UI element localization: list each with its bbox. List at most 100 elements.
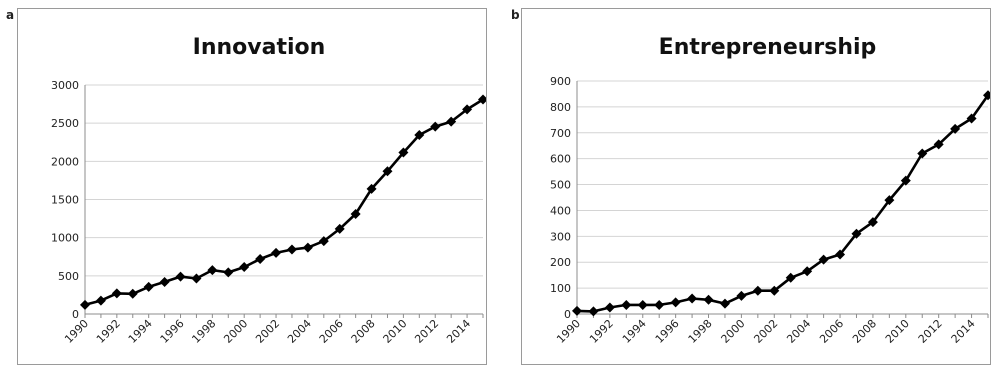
innovation-data-point-1994 xyxy=(143,281,154,292)
entrepreneurship-y-tick-label: 800 xyxy=(550,101,571,114)
innovation-x-tick-label: 2014 xyxy=(444,317,473,346)
innovation-data-point-2011 xyxy=(414,129,425,140)
entrepreneurship-data-point-1998 xyxy=(703,294,714,305)
innovation-x-tick-label: 1992 xyxy=(94,317,123,346)
innovation-data-point-2010 xyxy=(398,147,409,158)
innovation-y-tick-label: 2500 xyxy=(51,117,79,130)
entrepreneurship-x-tick-label: 1994 xyxy=(620,317,649,346)
entrepreneurship-data-point-1995 xyxy=(654,299,665,310)
entrepreneurship-data-point-1999 xyxy=(719,298,730,309)
entrepreneurship-data-point-1993 xyxy=(621,299,632,310)
entrepreneurship-data-point-1997 xyxy=(687,293,698,304)
innovation-data-point-2012 xyxy=(430,121,441,132)
innovation-y-tick-label: 2000 xyxy=(51,155,79,168)
entrepreneurship-data-point-2013 xyxy=(950,123,961,134)
entrepreneurship-x-tick-label: 2004 xyxy=(784,317,813,346)
entrepreneurship-data-point-2014 xyxy=(966,113,977,124)
innovation-x-tick-label: 1990 xyxy=(62,317,91,346)
entrepreneurship-data-point-2003 xyxy=(785,272,796,283)
entrepreneurship-data-point-1990 xyxy=(572,305,582,316)
entrepreneurship-data-point-2005 xyxy=(818,254,829,265)
innovation-data-point-2013 xyxy=(446,116,457,127)
entrepreneurship-x-tick-label: 1998 xyxy=(686,317,715,346)
innovation-data-point-1997 xyxy=(191,273,202,284)
entrepreneurship-x-tick-label: 2014 xyxy=(949,317,978,346)
innovation-y-tick-label: 1500 xyxy=(51,194,79,207)
innovation-x-tick-label: 2006 xyxy=(317,317,346,346)
entrepreneurship-data-point-2012 xyxy=(933,139,944,150)
panel-letter-a: a xyxy=(6,8,15,22)
entrepreneurship-data-point-1992 xyxy=(604,302,615,313)
entrepreneurship-data-point-2006 xyxy=(835,249,846,260)
innovation-data-point-2005 xyxy=(318,236,329,247)
entrepreneurship-x-tick-label: 2008 xyxy=(850,317,879,346)
innovation-data-point-2008 xyxy=(366,183,377,194)
innovation-x-tick-label: 2008 xyxy=(349,317,378,346)
entrepreneurship-data-point-2007 xyxy=(851,228,862,239)
innovation-data-point-2006 xyxy=(334,223,345,234)
entrepreneurship-y-tick-label: 0 xyxy=(564,308,571,321)
entrepreneurship-x-tick-label: 2000 xyxy=(719,317,748,346)
innovation-x-tick-label: 2004 xyxy=(285,317,314,346)
entrepreneurship-y-tick-label: 200 xyxy=(550,256,571,269)
entrepreneurship-x-tick-label: 1992 xyxy=(587,317,616,346)
entrepreneurship-x-tick-label: 2006 xyxy=(817,317,846,346)
entrepreneurship-x-tick-label: 2012 xyxy=(916,317,945,346)
innovation-y-tick-label: 0 xyxy=(72,308,79,321)
innovation-data-point-1992 xyxy=(111,288,122,299)
chart-panel-entrepreneurship: Entrepreneurship 0 100 200 300 400 500 600 700 80… xyxy=(521,8,993,365)
innovation-x-tick-label: 1996 xyxy=(158,317,187,346)
innovation-data-point-1998 xyxy=(207,265,218,276)
innovation-series-line xyxy=(84,98,484,307)
innovation-data-point-1996 xyxy=(175,271,186,282)
innovation-chart-title: Innovation xyxy=(193,35,326,60)
innovation-data-point-2014 xyxy=(462,104,473,115)
innovation-data-point-2000 xyxy=(239,262,250,273)
entrepreneurship-y-tick-label: 500 xyxy=(550,179,571,192)
entrepreneurship-data-point-1996 xyxy=(670,297,681,308)
entrepreneurship-y-tick-label: 700 xyxy=(550,127,571,140)
entrepreneurship-x-tick-label: 2002 xyxy=(751,317,780,346)
entrepreneurship-data-point-2008 xyxy=(867,217,878,228)
innovation-data-point-1995 xyxy=(159,276,170,287)
entrepreneurship-data-point-2009 xyxy=(884,195,895,206)
entrepreneurship-chart-svg: Entrepreneurship 0 100 200 300 400 500 600 700 80… xyxy=(550,35,993,346)
innovation-x-tick-label: 1994 xyxy=(126,317,155,346)
innovation-data-point-1993 xyxy=(127,288,138,299)
innovation-data-point-2009 xyxy=(382,166,393,177)
entrepreneurship-y-tick-label: 100 xyxy=(550,282,571,295)
innovation-data-point-1999 xyxy=(223,267,234,278)
entrepreneurship-x-tick-label: 1990 xyxy=(554,317,583,346)
innovation-data-point-2004 xyxy=(302,242,313,253)
innovation-x-tick-label: 1998 xyxy=(189,317,218,346)
entrepreneurship-x-tick-label: 1996 xyxy=(653,317,682,346)
innovation-y-tick-label: 1000 xyxy=(51,232,79,245)
innovation-y-tick-label: 3000 xyxy=(51,79,79,92)
innovation-y-tick-label: 500 xyxy=(58,270,79,283)
innovation-data-point-2002 xyxy=(271,247,282,258)
entrepreneurship-data-point-2004 xyxy=(802,266,813,277)
chart-panel-innovation: Innovation 0 500 1000 1500 2000 2500 3000 1990 19… xyxy=(17,8,488,365)
entrepreneurship-y-tick-label: 400 xyxy=(550,204,571,217)
panel-letter-b: b xyxy=(511,8,520,22)
innovation-x-tick-label: 2012 xyxy=(412,317,441,346)
innovation-x-tick-label: 2002 xyxy=(253,317,282,346)
innovation-data-point-2001 xyxy=(255,254,266,265)
innovation-data-point-2015 xyxy=(478,94,488,105)
entrepreneurship-data-point-2001 xyxy=(752,285,763,296)
innovation-data-point-2007 xyxy=(350,209,361,220)
entrepreneurship-data-point-2010 xyxy=(900,175,911,186)
entrepreneurship-series-line xyxy=(576,94,990,313)
innovation-x-tick-label: 2010 xyxy=(381,317,410,346)
innovation-data-point-2003 xyxy=(286,244,297,255)
entrepreneurship-data-point-2002 xyxy=(769,285,780,296)
entrepreneurship-x-tick-label: 2010 xyxy=(883,317,912,346)
entrepreneurship-data-point-1994 xyxy=(637,299,648,310)
innovation-x-tick-label: 2000 xyxy=(221,317,250,346)
entrepreneurship-data-point-2000 xyxy=(736,290,747,301)
entrepreneurship-chart-title: Entrepreneurship xyxy=(659,35,877,60)
entrepreneurship-data-point-1991 xyxy=(588,306,599,317)
entrepreneurship-y-tick-label: 300 xyxy=(550,230,571,243)
entrepreneurship-y-tick-label: 900 xyxy=(550,75,571,88)
